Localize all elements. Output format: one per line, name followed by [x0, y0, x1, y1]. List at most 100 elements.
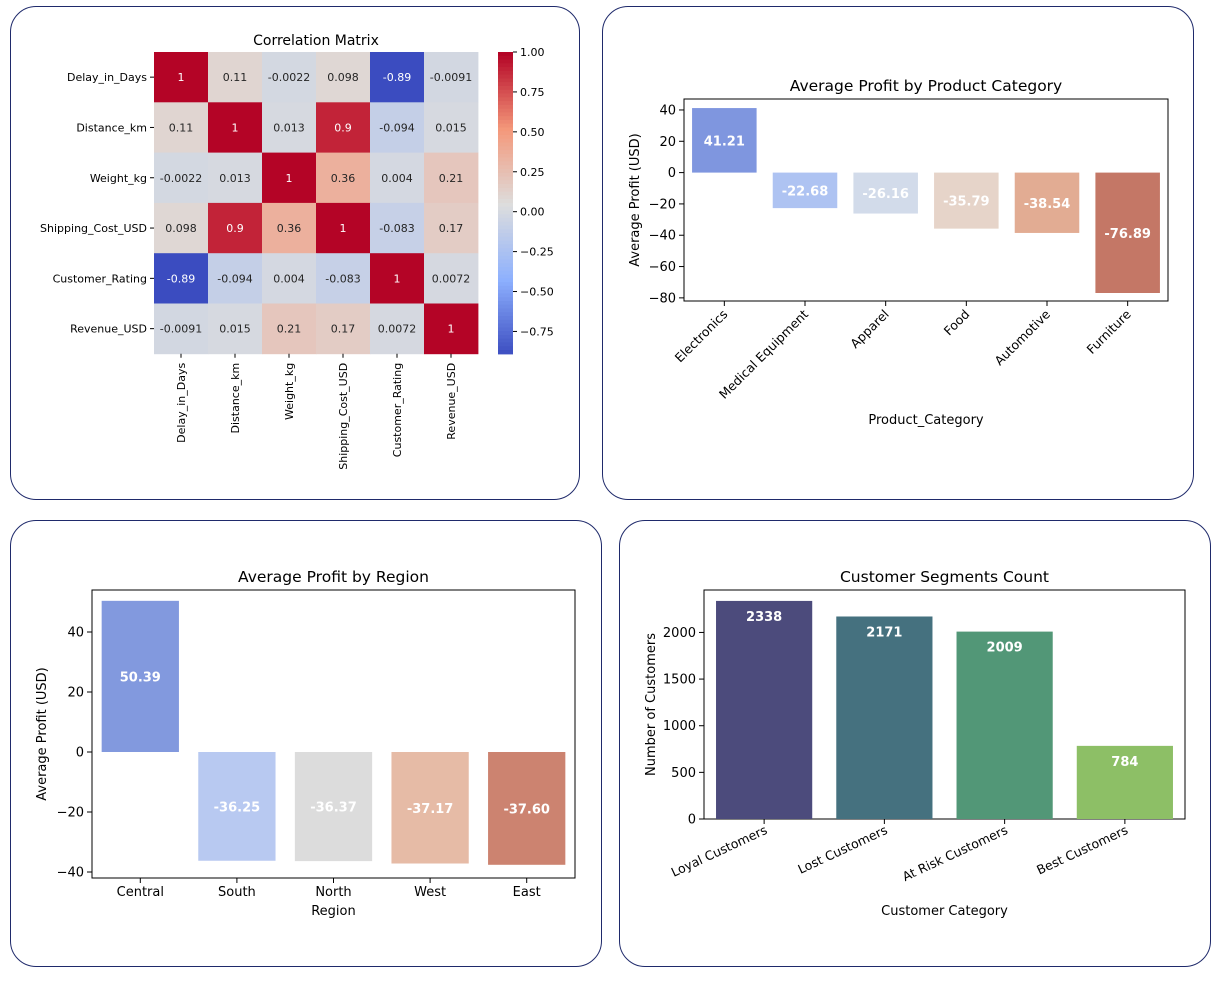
colorbar-segment [498, 199, 513, 204]
colorbar-segment [498, 119, 513, 125]
heatmap-value-label: 0.17 [439, 222, 464, 235]
heatmap-value-label: 0.013 [219, 172, 251, 185]
colorbar-segment [498, 131, 513, 136]
bar [956, 631, 1053, 819]
y-tick-label: Customer_Rating [53, 272, 147, 285]
colorbar-segment [498, 157, 513, 163]
x-axis-label: Customer Category [881, 904, 1008, 919]
x-tick-label: Electronics [672, 307, 731, 366]
colorbar-segment [498, 229, 513, 234]
y-axis-label: Number of Customers [644, 633, 659, 776]
colorbar-segment [498, 116, 513, 121]
colorbar-segment [498, 153, 513, 159]
chart-title: Customer Segments Count [840, 568, 1049, 586]
heatmap-cell [262, 102, 317, 153]
colorbar-segment [498, 214, 513, 219]
x-tick-label: Revenue_USD [445, 363, 458, 440]
heatmap-cell [370, 152, 425, 204]
colorbar-tick-label: 1.00 [520, 46, 545, 59]
chart-title: Average Profit by Region [238, 568, 429, 586]
colorbar-segment [498, 176, 513, 181]
heatmap-value-label: -0.0022 [160, 172, 202, 185]
colorbar-segment [498, 63, 513, 68]
bar [1076, 745, 1173, 819]
colorbar-segment [498, 323, 513, 328]
colorbar-tick-label: −0.75 [520, 325, 554, 338]
bar [391, 752, 469, 864]
heatmap-value-label: 0.015 [219, 323, 251, 336]
colorbar-segment [498, 300, 513, 306]
colorbar-segment [498, 259, 513, 264]
colorbar-segment [498, 278, 513, 283]
colorbar-segment [498, 236, 513, 242]
heatmap-value-label: 1 [448, 323, 455, 336]
colorbar-segment [498, 233, 513, 238]
colorbar-segment [498, 289, 513, 295]
heatmap-cell [316, 52, 371, 103]
colorbar-tick-label: 0.25 [520, 166, 545, 179]
colorbar-segment [498, 97, 513, 102]
colorbar-segment [498, 168, 513, 174]
colorbar-segment [498, 138, 513, 144]
heatmap-cell [424, 253, 479, 304]
colorbar-segment [498, 304, 513, 310]
colorbar-segment [498, 74, 513, 80]
colorbar-tick-label: 0.50 [520, 126, 545, 139]
colorbar-tick-label: 0.00 [520, 206, 545, 219]
heatmap-value-label: 0.9 [226, 222, 244, 235]
y-tick-label: −20 [649, 197, 676, 212]
colorbar-segment [498, 161, 513, 166]
colorbar-segment [498, 127, 513, 132]
colorbar-segment [498, 101, 513, 106]
heatmap-value-label: 1 [286, 172, 293, 185]
y-tick-label: 0 [668, 166, 676, 181]
heatmap-cell [262, 202, 317, 254]
bar [853, 172, 918, 214]
heatmap-cell [154, 152, 209, 204]
heatmap-cell [316, 102, 371, 153]
colorbar-segment [498, 89, 513, 95]
bar-value-label: 2171 [866, 625, 902, 640]
colorbar-segment [498, 251, 513, 257]
colorbar-segment [498, 282, 513, 287]
colorbar-tick-label: −0.50 [520, 286, 554, 299]
y-tick-label: Weight_kg [90, 172, 147, 185]
heatmap-value-label: -0.094 [217, 272, 252, 285]
heatmap-value-label: 0.004 [273, 272, 305, 285]
heatmap-value-label: 0.36 [331, 172, 356, 185]
bar-value-label: -26.16 [862, 187, 909, 202]
heatmap-cell [316, 152, 371, 204]
heatmap-value-label: -0.0022 [268, 71, 310, 84]
x-tick-label: Furniture [1083, 306, 1134, 357]
colorbar-segment [498, 263, 513, 268]
colorbar-tick-label: −0.25 [520, 246, 554, 259]
colorbar-segment [498, 67, 513, 72]
heatmap-cell [370, 202, 425, 254]
colorbar-segment [498, 350, 513, 355]
colorbar-segment [498, 267, 513, 272]
x-tick-label: Shipping_Cost_USD [337, 363, 350, 470]
heatmap-cell [424, 102, 479, 153]
bar [836, 616, 933, 819]
heatmap-cell [154, 202, 209, 254]
colorbar-segment [498, 184, 513, 189]
y-tick-label: −20 [57, 806, 84, 821]
heatmap-value-label: 0.17 [331, 323, 356, 336]
y-tick-label: Revenue_USD [70, 323, 147, 336]
colorbar-segment [498, 225, 513, 230]
colorbar-segment [498, 112, 513, 117]
heatmap-value-label: 0.9 [334, 121, 352, 134]
bar [101, 600, 179, 752]
x-tick-label: West [414, 885, 446, 900]
y-tick-label: −40 [649, 229, 676, 244]
bar [488, 752, 566, 865]
heatmap-cell [208, 253, 263, 304]
colorbar-segment [498, 70, 513, 76]
colorbar-segment [498, 134, 513, 140]
colorbar-segment [498, 93, 513, 98]
x-tick-label: Delay_in_Days [175, 363, 188, 443]
bar [1095, 172, 1160, 293]
heatmap-cell [370, 303, 425, 355]
x-tick-label: Loyal Customers [669, 822, 770, 880]
